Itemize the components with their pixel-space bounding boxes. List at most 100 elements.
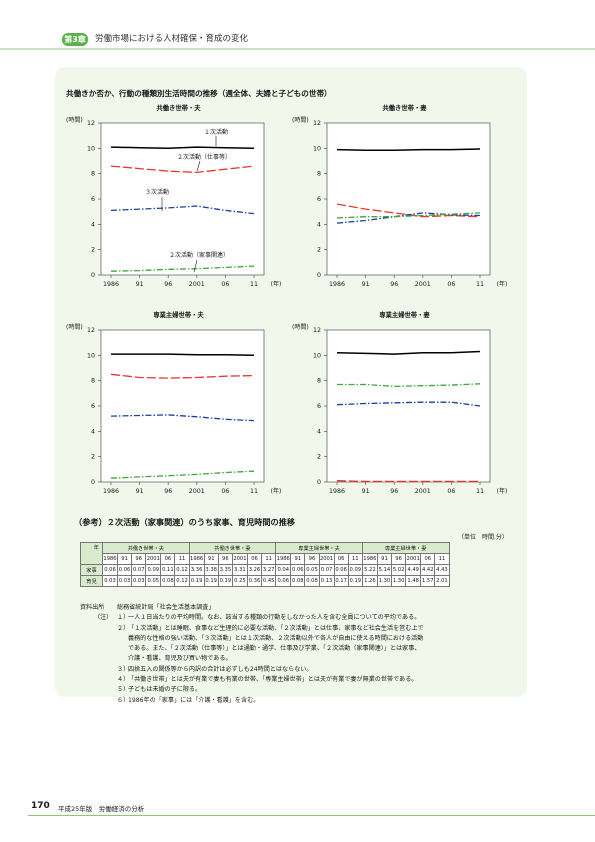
table-cell: 1.30: [376, 575, 393, 587]
chart-housewife-wife: 専業主婦世帯・妻 (時間) 0 2 4 6 8 10 12 1986 91 96 2001 06 11 (年): [292, 310, 517, 505]
y-tick-label: 2: [91, 454, 95, 461]
note-text: 義務的な性格の強い活動、「３次活動」とは１次活動、２次活動以外で各人が自由に使え…: [128, 634, 424, 642]
table-cell: 0.09: [145, 564, 162, 576]
y-axis-unit: (時間): [66, 324, 83, 331]
x-tick-label: 96: [164, 281, 172, 288]
chart-title: 専業主婦世帯・夫: [153, 312, 204, 319]
plot-area: [326, 329, 491, 483]
chapter-badge: 第3章: [62, 33, 88, 46]
table-year: 91: [203, 553, 219, 565]
y-tick-label: 0: [317, 479, 321, 486]
x-axis-unit: (年): [497, 487, 508, 495]
series-line: [336, 401, 481, 407]
y-tick-label: 4: [91, 221, 95, 228]
table-row-label: 育児: [80, 575, 103, 587]
y-axis-unit: (時間): [292, 324, 309, 331]
table-year: 06: [246, 553, 263, 565]
x-tick-label: 91: [362, 281, 370, 288]
y-tick-label: 4: [317, 428, 321, 435]
chart-housewife-husband: 専業主婦世帯・夫 (時間) 0 2 4 6 8 10 12 1986 91 96 2001 06 11 (年): [66, 310, 291, 505]
table-cell: 5.22: [361, 564, 378, 576]
corner-label: 年: [93, 545, 99, 551]
table-group-label: 専業主婦世帯・妻: [361, 542, 450, 554]
note-text: 一人１日当たりの平均時間。なお、該当する種類の行動をしなかった人を含む全員につい…: [128, 614, 421, 622]
y-tick-label: 0: [91, 272, 95, 279]
table-group-label: 共働き世帯・妻: [188, 542, 277, 554]
table-cell: 5.14: [376, 564, 393, 576]
table-cell: 3.31: [231, 564, 248, 576]
table-cell: 0.06: [275, 575, 292, 587]
y-tick-label: 8: [317, 171, 321, 178]
x-tick-label: 96: [390, 281, 398, 288]
table-cell: 1.57: [420, 575, 436, 587]
y-tick-label: 12: [313, 327, 321, 334]
x-tick-label: 96: [390, 488, 398, 495]
table-year: 2001: [231, 553, 248, 565]
chart-title: 共働き世帯・妻: [382, 105, 427, 112]
x-tick-label: 91: [362, 488, 370, 495]
table-cell: 0.06: [102, 564, 118, 576]
table-cell: 1.48: [405, 575, 422, 587]
x-tick-label: 11: [250, 488, 258, 495]
table-cell: 0.03: [102, 575, 118, 587]
table-cell: 4.43: [434, 564, 450, 576]
table-cell: 0.19: [217, 575, 233, 587]
y-tick-label: 12: [87, 327, 95, 334]
x-tick-label: 96: [164, 488, 172, 495]
table-cell: 0.06: [333, 564, 349, 576]
publication-title: 平成25年版 労働経済の分析: [58, 805, 145, 813]
table-cell: 0.19: [203, 575, 219, 587]
x-axis-unit: (年): [271, 487, 282, 495]
table-cell: 0.08: [304, 575, 320, 587]
x-tick-label: 1986: [329, 488, 345, 495]
chapter-title: 労働市場における人材確保・育成の変化: [95, 34, 249, 44]
x-tick-label: 06: [221, 488, 229, 495]
table-cell: 0.05: [145, 575, 162, 587]
reference-unit: （単位 時間.分）: [458, 534, 508, 541]
page-header: 第3章 労働市場における人材確保・育成の変化: [0, 0, 595, 52]
series-line: [336, 148, 481, 151]
series-annotation: ２次活動（家事関連）: [169, 251, 229, 259]
note-number: ４）: [117, 676, 130, 684]
table-year: 06: [333, 553, 349, 565]
note-number: ２）: [117, 624, 130, 632]
x-tick-label: 11: [476, 488, 484, 495]
series-annotation: ３次活動: [145, 188, 169, 196]
table-year: 96: [304, 553, 320, 565]
series-line: [336, 212, 481, 224]
table-year: 1986: [361, 553, 378, 565]
line-chart: 0 2 4 6 8 10 12 1986 91 96 2001 06 11 (年): [87, 327, 282, 495]
chart-title: 共働き世帯・夫: [156, 105, 201, 112]
note-number: １）: [117, 614, 130, 622]
table-year: 1986: [188, 553, 205, 565]
page-number: 170: [31, 801, 50, 811]
table-row-label: 家事: [80, 564, 103, 576]
table-cell: 1.30: [391, 575, 407, 587]
table-year: 11: [434, 553, 450, 565]
note-text: である。また、「２次活動（仕事等）」とは通勤・通学、仕事及び学業、「２次活動（家…: [128, 645, 421, 653]
annotation-leader: [193, 259, 198, 273]
series-line: [110, 414, 255, 422]
table-cell: 1.26: [361, 575, 378, 587]
header-divider: [0, 48, 595, 50]
table-year: 1986: [102, 553, 118, 565]
table-cell: 4.42: [420, 564, 436, 576]
note-text: 子どもは未婚の子に限る。: [128, 686, 202, 694]
line-chart: 0 2 4 6 8 10 12 1986 91 96 2001 06 11 (年): [313, 120, 507, 288]
table-cell: 3.38: [203, 564, 219, 576]
table-cell: 0.19: [347, 575, 363, 587]
table-cell: 0.05: [304, 564, 320, 576]
chart-dual-income-wife: 共働き世帯・妻 (時間) 0 2 4 6 8 10 12 1986 91 96 2001 06 11 (年): [292, 103, 517, 298]
x-tick-label: 2001: [415, 488, 431, 495]
note-number: ６）: [117, 696, 130, 704]
series-annotation: ２次活動（仕事等）: [177, 153, 231, 161]
series-line: [111, 353, 255, 357]
table-cell: 0.06: [290, 564, 306, 576]
y-tick-label: 2: [317, 247, 321, 254]
table-cell: 0.25: [231, 575, 248, 587]
note-text: 1986年の「家事」には「介護・看護」を含む。: [128, 696, 260, 704]
x-tick-label: 2001: [415, 281, 431, 288]
x-axis-unit: (年): [271, 280, 282, 288]
table-year: 11: [347, 553, 363, 565]
x-tick-label: 2001: [189, 281, 205, 288]
